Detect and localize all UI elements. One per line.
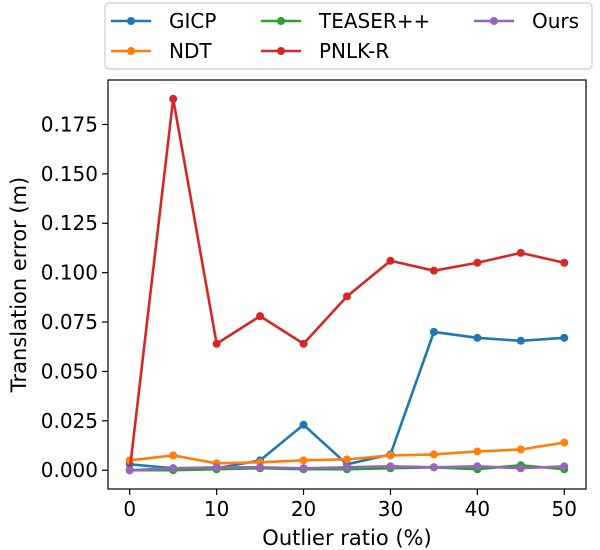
data-point-ours (256, 463, 265, 472)
data-point-gicp (429, 327, 438, 336)
data-point-ndt (560, 438, 569, 447)
data-point-ours (516, 464, 525, 473)
data-point-pnlk-r (169, 94, 178, 103)
data-point-gicp (299, 420, 308, 429)
data-point-pnlk-r (429, 266, 438, 275)
data-point-pnlk-r (560, 258, 569, 267)
x-tick-label: 20 (291, 497, 316, 521)
x-tick-label: 40 (465, 497, 490, 521)
x-tick-label: 50 (552, 497, 577, 521)
legend-box (104, 2, 593, 70)
legend-item-ndt: NDT (111, 39, 212, 63)
legend-item-gicp: GICP (111, 9, 216, 33)
y-tick-label: 0.100 (41, 261, 98, 285)
legend-label: TEASER++ (318, 9, 430, 33)
series-line-pnlk-r (128, 97, 566, 472)
data-point-ours (299, 464, 308, 473)
legend-item-teaser: TEASER++ (261, 9, 430, 33)
legend-item-pnlk-r: PNLK-R (261, 39, 389, 63)
data-point-ours (560, 462, 569, 471)
data-point-ours (386, 462, 395, 471)
data-point-ours (429, 463, 438, 472)
y-axis-ticks: 0.000 0.025 0.050 0.075 0.100 0.125 0.150 0.175 (41, 112, 108, 482)
x-tick-label: 30 (378, 497, 403, 521)
legend-label: NDT (169, 39, 212, 63)
data-point-ndt (516, 445, 525, 454)
plot-frame (107, 79, 587, 490)
y-tick-label: 0.175 (41, 112, 98, 136)
data-point-pnlk-r (299, 339, 308, 348)
y-tick-label: 0.000 (41, 458, 98, 482)
data-point-pnlk-r (212, 339, 221, 348)
legend-item-ours: Ours (474, 9, 579, 33)
y-tick-label: 0.150 (41, 162, 98, 186)
data-point-pnlk-r (256, 312, 265, 321)
legend-swatch-marker (277, 47, 285, 55)
x-tick-label: 0 (123, 497, 136, 521)
legend-label: PNLK-R (319, 39, 389, 63)
y-axis-label: Translation error (m) (7, 177, 31, 393)
y-tick-label: 0.025 (41, 409, 98, 433)
data-point-gicp (560, 333, 569, 342)
legend-swatch-marker (127, 17, 135, 25)
data-point-ndt (343, 455, 351, 464)
data-point-gicp (473, 333, 482, 342)
data-point-ndt (429, 450, 438, 459)
legend-swatch-marker (277, 17, 285, 25)
series-line-gicp (128, 330, 566, 470)
legend-label: Ours (532, 9, 579, 33)
data-point-ours (125, 466, 134, 475)
data-point-pnlk-r (516, 248, 525, 257)
data-point-ours (169, 464, 178, 473)
y-tick-label: 0.075 (41, 310, 98, 334)
x-axis-ticks: 0 10 20 30 40 50 (123, 489, 577, 521)
series-pnlk-r (125, 94, 569, 475)
x-tick-label: 10 (204, 497, 229, 521)
data-point-ours (473, 462, 482, 471)
series-ndt (125, 438, 569, 468)
legend-swatch-marker (490, 17, 498, 25)
x-axis-label: Outlier ratio (%) (262, 526, 431, 550)
data-point-ndt (299, 456, 308, 465)
data-point-pnlk-r (473, 258, 482, 267)
y-tick-label: 0.125 (41, 211, 98, 235)
data-point-ndt (473, 447, 482, 456)
data-point-pnlk-r (343, 292, 351, 301)
data-point-ours (212, 463, 221, 472)
data-point-ndt (386, 451, 395, 460)
y-tick-label: 0.050 (41, 359, 98, 383)
data-point-gicp (516, 336, 525, 345)
data-point-ours (343, 463, 351, 472)
data-point-pnlk-r (386, 256, 395, 265)
series-layer (125, 94, 569, 475)
legend-swatch-marker (127, 47, 135, 55)
data-point-ndt (169, 451, 178, 460)
series-ours (125, 462, 569, 475)
legend: GICP NDT TEASER++ PNLK-R Ours (104, 2, 593, 70)
legend-label: GICP (169, 9, 216, 33)
